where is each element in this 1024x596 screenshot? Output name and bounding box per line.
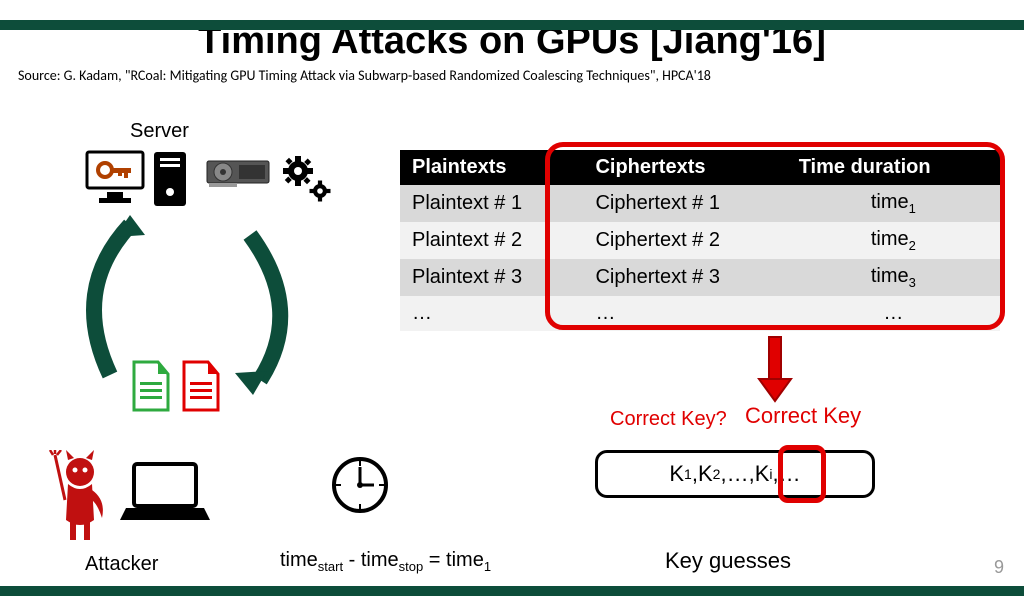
time-equation: timestart - timestop = time1 [280, 549, 491, 574]
laptop-icon [120, 460, 210, 525]
correct-key-label: Correct Key [745, 403, 861, 429]
document-red-icon [180, 360, 222, 414]
tower-icon [150, 150, 190, 208]
top-bar [0, 20, 1024, 30]
gears-icon [280, 155, 335, 205]
clock-icon [330, 455, 390, 515]
gpu-icon [205, 155, 275, 190]
attacker-label: Attacker [85, 553, 158, 576]
highlight-box-table [545, 142, 1005, 330]
correct-key-question: Correct Key? [610, 408, 727, 431]
document-green-icon [130, 360, 172, 414]
page-number: 9 [994, 557, 1004, 578]
key-guesses-box: K1 , K2 , … , Ki , … [595, 450, 875, 498]
key-highlight-box [778, 445, 826, 503]
cycle-arrow-right [225, 215, 315, 395]
devil-icon [40, 450, 110, 545]
arrow-down-icon [757, 335, 793, 405]
source-citation: Source: G. Kadam, "RCoal: Mitigating GPU… [18, 67, 1024, 84]
bottom-bar [0, 586, 1024, 596]
key-guesses-label: Key guesses [665, 548, 791, 574]
monitor-icon [85, 150, 145, 205]
server-label: Server [130, 120, 189, 143]
